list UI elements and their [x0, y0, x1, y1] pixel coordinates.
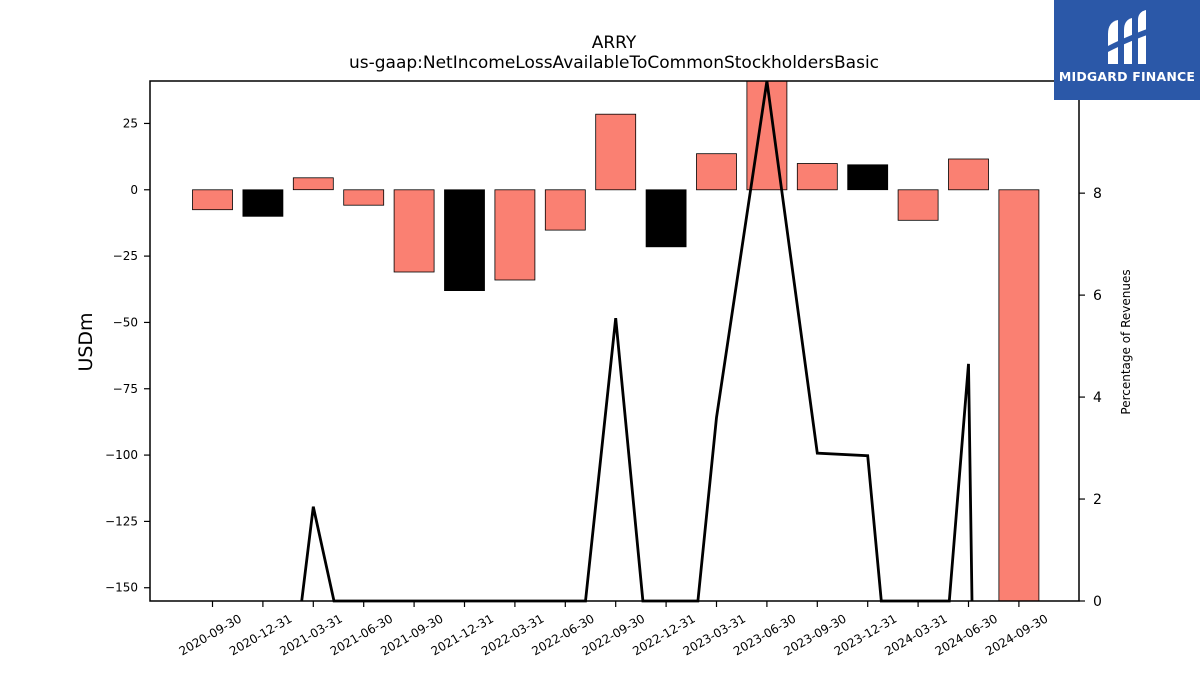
y2-tick-label: 4	[1093, 390, 1102, 406]
y2-tick-label: 6	[1093, 288, 1102, 304]
chart-title: ARRY	[592, 33, 637, 53]
y2-tick-label: 2	[1093, 492, 1102, 508]
bar-2022-03-31	[494, 189, 536, 281]
chart-subtitle: us-gaap:NetIncomeLossAvailableToCommonSt…	[349, 53, 879, 73]
bar-2023-12-31	[847, 164, 889, 191]
bar-2021-09-30	[393, 189, 435, 273]
bar-2021-03-31	[292, 177, 334, 191]
bar-2023-03-31	[696, 153, 737, 191]
bar-2022-06-30	[544, 189, 586, 231]
y2-axis-label: Percentage of Revenues	[1119, 269, 1133, 414]
bar-2021-12-31	[444, 189, 485, 292]
y-axis-label: USDm	[75, 312, 97, 371]
y-tick-label: −25	[113, 249, 138, 263]
y-tick-label: −50	[113, 315, 138, 329]
y-tick-label: 25	[123, 116, 138, 130]
midgard-logo-icon	[1104, 10, 1150, 64]
y2-tick-label: 0	[1093, 594, 1102, 610]
y-tick-label: −75	[113, 382, 138, 396]
brand-name: MIDGARD FINANCE	[1058, 69, 1196, 84]
x-axis-ticks: 2020-09-302020-12-312021-03-312021-06-30…	[177, 601, 1050, 658]
y-tick-label: −100	[105, 448, 138, 462]
bar-2022-12-31	[645, 189, 687, 248]
bar-2024-06-30	[948, 158, 989, 191]
y2-tick-label: 8	[1093, 186, 1102, 202]
brand-logo: MIDGARD FINANCE	[1054, 0, 1200, 100]
y-tick-label: −125	[105, 514, 138, 528]
right-axis-ticks: 0 2 4 6 8	[1079, 186, 1102, 610]
bar-2020-09-30	[192, 189, 233, 211]
y-tick-label: −150	[105, 581, 138, 595]
bars-group	[192, 80, 1040, 602]
y-tick-label: 0	[130, 183, 138, 197]
line-group	[300, 80, 974, 603]
bar-2021-06-30	[343, 189, 385, 206]
bar-2024-09-30	[998, 189, 1040, 602]
bar-2023-09-30	[796, 163, 838, 191]
bar-2022-09-30	[595, 113, 637, 191]
bar-2020-12-31	[242, 189, 284, 217]
left-axis-ticks: 25 0 −25 −50 −75 −100 −125 −150	[105, 116, 150, 595]
bar-2024-03-31	[897, 189, 939, 221]
plot-frame	[149, 80, 1080, 602]
revenue-percentage-line	[300, 80, 974, 603]
